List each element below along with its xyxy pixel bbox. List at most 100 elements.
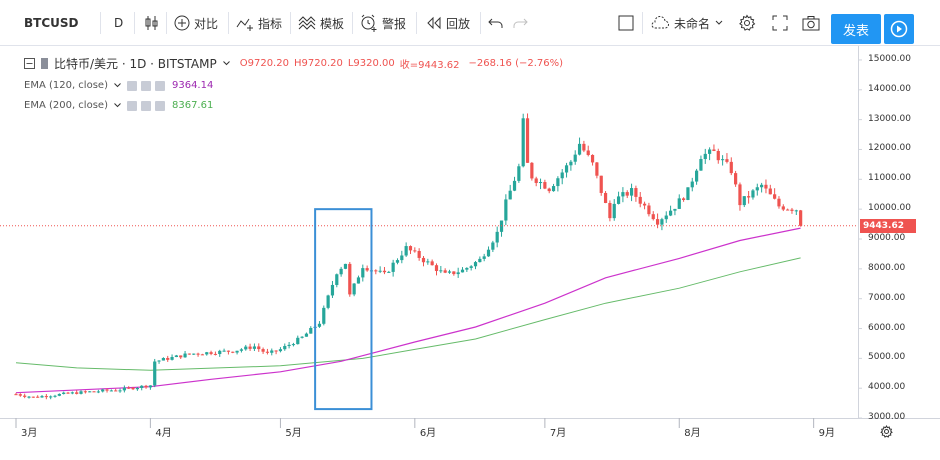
flag-icon xyxy=(41,58,48,69)
candle-body xyxy=(768,188,772,195)
publish-label: 发表 xyxy=(842,23,869,39)
candle-body xyxy=(200,354,205,356)
indicator-legend-ema120[interactable]: EMA (120, close) 9364.14 xyxy=(24,80,213,91)
candle-body xyxy=(157,360,161,362)
candle-body xyxy=(421,257,426,263)
templates-button[interactable]: 模板 xyxy=(298,10,344,36)
eye-icon[interactable] xyxy=(126,100,137,111)
compare-label: 对比 xyxy=(194,16,219,31)
legend-change: −268.16 (−2.76%) xyxy=(468,58,564,69)
chevron-down-icon[interactable] xyxy=(222,60,231,67)
snapshot-button[interactable] xyxy=(802,10,820,36)
candle-body xyxy=(378,270,382,272)
candle-body xyxy=(36,396,40,398)
compare-button[interactable]: 对比 xyxy=(174,10,218,36)
candle-body xyxy=(283,346,287,350)
chart-area[interactable] xyxy=(0,46,940,460)
undo-button[interactable] xyxy=(488,10,504,36)
candle-body xyxy=(183,353,187,358)
candle-body xyxy=(556,178,560,187)
candle-body xyxy=(18,394,22,396)
candle-body xyxy=(439,270,443,272)
candle-body xyxy=(170,357,174,360)
redo-button[interactable] xyxy=(512,10,528,36)
fullscreen-button[interactable] xyxy=(772,10,788,36)
close-icon[interactable] xyxy=(154,80,165,91)
time-tick-label: 3月 xyxy=(21,428,38,439)
price-tick-label: 3000.00 xyxy=(868,412,906,423)
candle-body xyxy=(317,323,322,327)
candle-body xyxy=(53,395,57,397)
candles-icon xyxy=(145,16,158,30)
play-button[interactable] xyxy=(884,14,914,44)
candle-body xyxy=(244,346,248,350)
candle-body xyxy=(278,349,283,352)
candle-body xyxy=(27,396,31,398)
candle-body xyxy=(365,268,369,271)
eye-icon[interactable] xyxy=(126,80,137,91)
candle-body xyxy=(456,272,460,275)
price-tick-label: 6000.00 xyxy=(868,322,906,333)
candle-body xyxy=(452,271,456,275)
candle-body xyxy=(755,187,759,191)
candle-body xyxy=(512,180,517,191)
candle-body xyxy=(547,188,551,192)
candle-body xyxy=(443,270,447,273)
candle-body xyxy=(668,210,673,216)
candle-body xyxy=(491,242,495,250)
candle-body xyxy=(634,188,638,197)
indicator-controls[interactable] xyxy=(126,80,167,91)
candle-body xyxy=(647,205,651,215)
indicators-button[interactable]: 指标 xyxy=(236,10,282,36)
symbol-search-button[interactable]: BTCUSD xyxy=(24,10,79,36)
publish-button[interactable]: 发表 xyxy=(831,14,881,44)
indicator-controls[interactable] xyxy=(126,100,167,111)
replay-button[interactable]: 回放 xyxy=(426,10,470,36)
candle-body xyxy=(261,349,265,352)
settings-button[interactable] xyxy=(738,10,756,36)
close-icon[interactable] xyxy=(154,100,165,111)
collapse-icon[interactable] xyxy=(24,58,35,69)
candle-body xyxy=(417,250,421,258)
interval-button[interactable]: D xyxy=(114,10,123,36)
candle-body xyxy=(447,271,452,273)
candle-body xyxy=(781,206,785,210)
highlight-rectangle-drawing[interactable] xyxy=(314,208,373,411)
price-tick-label: 15000.00 xyxy=(868,53,911,64)
candle-body xyxy=(595,162,599,176)
candle-body xyxy=(395,260,400,263)
divider xyxy=(100,12,101,34)
alert-button[interactable]: 警报 xyxy=(360,10,406,36)
axis-settings-button[interactable] xyxy=(880,423,893,442)
top-toolbar: BTCUSD D 对比 指标 模板 警报 回放 未命名 xyxy=(0,0,940,46)
candle-body xyxy=(673,208,677,211)
indicator-legend-ema200[interactable]: EMA (200, close) 8367.61 xyxy=(24,100,213,111)
candle-body xyxy=(599,175,603,193)
candle-body xyxy=(729,161,733,174)
candle-body xyxy=(486,249,491,257)
divider xyxy=(416,12,417,34)
divider xyxy=(134,12,135,34)
gear-icon[interactable] xyxy=(140,80,151,91)
candle-body xyxy=(248,346,252,349)
chevron-down-icon xyxy=(114,83,121,88)
candle-body xyxy=(339,268,343,275)
candle-body xyxy=(521,118,525,167)
chart-type-button[interactable] xyxy=(144,10,160,36)
candle-body xyxy=(257,346,261,350)
fullscreen-layout-button[interactable] xyxy=(618,10,634,36)
candle-body xyxy=(708,149,712,154)
candle-body xyxy=(434,265,439,271)
time-tick-label: 7月 xyxy=(549,428,567,439)
legend-title: 比特币/美元 · 1D · BITSTAMP xyxy=(54,57,217,71)
candle-body xyxy=(534,178,538,183)
candle-body xyxy=(430,261,434,266)
price-tick-label: 5000.00 xyxy=(868,352,906,363)
gear-icon[interactable] xyxy=(140,100,151,111)
layout-menu-button[interactable]: 未命名 xyxy=(650,10,724,36)
alarm-clock-icon xyxy=(361,14,377,32)
chevron-down-icon xyxy=(114,103,121,108)
candle-body xyxy=(352,283,356,295)
symbol-label: BTCUSD xyxy=(24,16,79,30)
ema120-line xyxy=(15,227,801,394)
